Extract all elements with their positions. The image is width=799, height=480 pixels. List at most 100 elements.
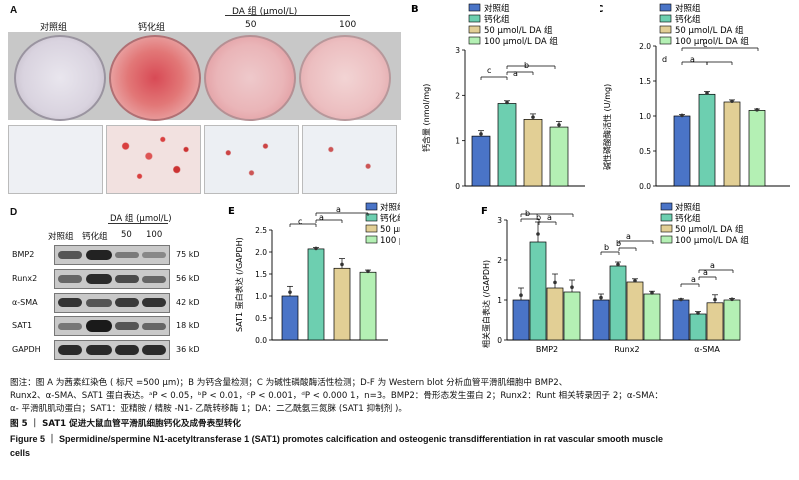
legend-label-calcified: 钙化组 [380, 213, 400, 224]
panel-a-letter: A [10, 5, 18, 16]
chart-f-bar [643, 293, 661, 341]
panel-c-letter: C [600, 4, 603, 15]
chart-f-ylabel: 相关蛋白表达 (/GAPDH) [481, 260, 491, 348]
legend-swatch-calcified [468, 14, 481, 23]
chart-f-point [570, 285, 574, 289]
chart-b-point [531, 115, 535, 119]
chart-e-bar [307, 248, 325, 341]
chart-e-point [314, 246, 318, 251]
wb-kd-runx2: 56 kD [176, 274, 200, 283]
chart-f-bar [592, 299, 610, 341]
micrograph-da100 [302, 125, 397, 194]
panel-a-col-50: 50 [245, 20, 257, 30]
chart-c-sig-d: d [662, 55, 667, 64]
legend-label-control: 对照组 [675, 3, 701, 14]
dish-control [14, 35, 106, 121]
micrograph-da50 [204, 125, 299, 194]
legend-swatch-da50 [365, 224, 378, 233]
chart-f-sig-asma-1: a [691, 275, 696, 284]
wb-kd-gapdh: 36 kD [176, 345, 200, 354]
chart-f-category-label: α-SMA [694, 345, 720, 354]
chart-c-tick-label: 0.0 [639, 182, 651, 191]
chart-c-legend: 对照组 钙化组 50 μmol/L DA 组 100 μmol/L DA 组 [659, 3, 749, 47]
chart-f-sig-asma-2: a [703, 268, 708, 277]
chart-f: F 相关蛋白表达 (/GAPDH) 对照组 钙化组 50 μmol/L DA 组… [481, 202, 749, 354]
chart-c-point [705, 91, 709, 95]
chart-c-tick-label: 2.0 [639, 42, 651, 51]
chart-e-tick-label: 2.0 [255, 248, 267, 257]
caption-line-1: 图注：图 A 为茜素红染色 ( 标尺 =500 μm)；B 为钙含量检测；C 为… [10, 378, 568, 388]
chart-f-category-label: BMP2 [536, 345, 558, 354]
chart-e-sig-a1: a [319, 213, 324, 222]
chart-e-tick-label: 1.0 [255, 292, 267, 301]
chart-e: E SAT1 蛋白表达 (/GAPDH) 对照组 钙化组 50 μmol/L D… [228, 202, 400, 345]
legend-label-da50: 50 μmol/L DA 组 [380, 224, 400, 235]
chart-f-sig-bmp2-3: a [547, 213, 552, 222]
figure-title-en-2: cells [10, 448, 31, 458]
legend-swatch-calcified [659, 14, 672, 23]
chart-c-bar [698, 93, 716, 187]
chart-c-ylabel: 碱性磷酸酶活性 (U/mg) [602, 84, 612, 170]
legend-label-da50: 50 μmol/L DA 组 [675, 25, 744, 36]
chart-f-point [519, 293, 523, 297]
chart-f-point [599, 295, 603, 300]
legend-label-da100: 100 μmol/L DA 组 [380, 235, 400, 246]
wb-blot-runx2 [54, 269, 170, 289]
panel-e-letter: E [228, 206, 235, 217]
chart-f-sig-bmp2-2: b [536, 213, 541, 222]
wb-kd-bmp2: 75 kD [176, 250, 200, 259]
chart-c-sig-a: a [690, 55, 695, 64]
chart-c-point [680, 113, 684, 118]
chart-f-tick-label: 2 [497, 256, 502, 265]
wb-kd-sat1: 18 kD [176, 321, 200, 330]
chart-f-point [616, 262, 620, 267]
panel-b-letter: B [411, 4, 419, 15]
chart-c-bar [723, 101, 741, 187]
micrograph-control [8, 125, 103, 194]
chart-e-tick-label: 1.5 [255, 270, 267, 279]
legend-label-control: 对照组 [675, 202, 701, 213]
panel-d-col-calcified: 钙化组 [82, 232, 108, 242]
panel-a-da-header: DA 组 (μmol/L) [232, 7, 298, 17]
wb-label-runx2: Runx2 [12, 274, 38, 283]
wb-blot-gapdh [54, 340, 170, 360]
chart-b-point [479, 132, 483, 136]
legend-label-calcified: 钙化组 [675, 213, 701, 224]
chart-f-tick-label: 1 [497, 296, 502, 305]
chart-f-point [696, 311, 700, 315]
panel-d-letter: D [10, 207, 18, 218]
legend-label-da100: 100 μmol/L DA 组 [675, 36, 749, 47]
legend-swatch-calcified [660, 213, 673, 222]
legend-label-da100: 100 μmol/L DA 组 [675, 235, 749, 246]
chart-f-bar [723, 299, 741, 341]
legend-swatch-calcified [365, 213, 378, 222]
chart-f-sig-asma-3: a [710, 261, 715, 270]
chart-f-point [633, 278, 637, 283]
legend-swatch-da50 [468, 25, 481, 34]
chart-f-category-label: Runx2 [614, 345, 639, 354]
legend-label-control: 对照组 [380, 202, 400, 213]
chart-b-bar [523, 119, 543, 187]
chart-f-legend: 对照组 钙化组 50 μmol/L DA 组 100 μmol/L DA 组 [660, 202, 749, 246]
chart-b-tick-label: 3 [455, 46, 460, 55]
chart-e-tick-label: 0.5 [255, 314, 267, 323]
chart-c-tick-label: 1.0 [639, 112, 651, 121]
legend-swatch-da100 [468, 36, 481, 45]
chart-e-tick-label: 0.0 [255, 336, 267, 345]
legend-label-da50: 50 μmol/L DA 组 [675, 224, 744, 235]
wb-label-gapdh: GAPDH [12, 345, 41, 354]
legend-label-da100: 100 μmol/L DA 组 [484, 36, 558, 47]
chart-f-sig-runx2-1: b [604, 243, 609, 252]
wb-label-sat1: SAT1 [12, 321, 33, 330]
panel-a-col-100: 100 [339, 20, 357, 30]
chart-e-point [366, 269, 370, 274]
chart-e-tick-label: 2.5 [255, 226, 267, 235]
legend-swatch-da50 [659, 25, 672, 34]
chart-f-bar [512, 299, 530, 341]
chart-b-tick-label: 0 [455, 182, 460, 191]
panel-a-da-line [225, 15, 350, 16]
chart-b-sig-b: b [524, 61, 529, 70]
chart-f-sig-runx2-3: a [626, 232, 631, 241]
wb-blot-sat1 [54, 316, 170, 336]
legend-swatch-da100 [365, 235, 378, 244]
